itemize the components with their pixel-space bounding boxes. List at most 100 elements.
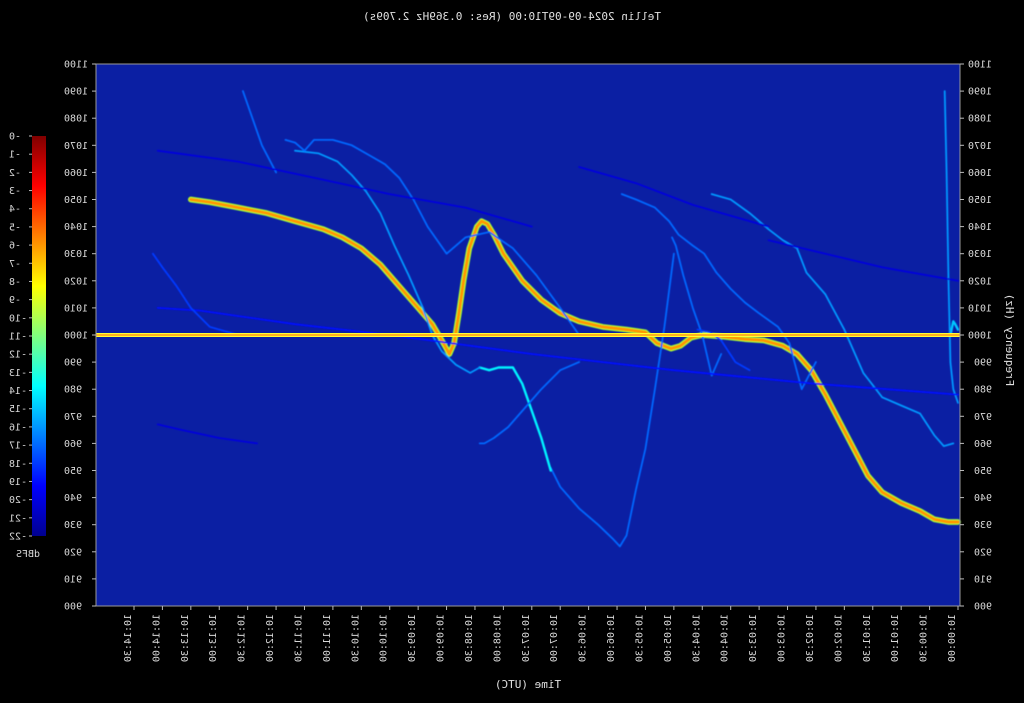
y-tick-label: 970 [64, 412, 82, 423]
y-tick-label: 1000 [968, 331, 992, 342]
signal-trace [671, 236, 723, 377]
signal-trace [156, 149, 533, 228]
x-tick-label: 10:13:30 [180, 614, 191, 662]
x-tick-label: 10:03:30 [748, 614, 759, 662]
colorbar-tick-label: -12 [9, 350, 27, 361]
y-tick-label: 1070 [968, 141, 992, 152]
x-tick-label: 10:01:00 [890, 614, 901, 662]
x-tick-label: 10:07:30 [521, 614, 532, 662]
y-tick-label: 1020 [64, 276, 88, 287]
x-tick-label: 10:05:00 [663, 614, 674, 662]
y-tick-label: 1060 [968, 168, 992, 179]
x-tick-label: 10:01:30 [862, 614, 873, 662]
y-tick-label: 1050 [968, 195, 992, 206]
signal-trace [478, 361, 580, 445]
signal-trace [156, 423, 258, 445]
y-tick-label: 900 [64, 602, 82, 613]
signal-trace [189, 197, 960, 524]
colorbar-tick-label: -19 [9, 477, 27, 488]
x-tick-label: 10:04:30 [691, 614, 702, 662]
y-tick-label: 900 [974, 602, 992, 613]
y-tick-label: 940 [64, 493, 82, 504]
x-tick-label: 10:12:30 [237, 614, 248, 662]
y-tick-label: 960 [974, 439, 992, 450]
y-tick-label: 920 [64, 547, 82, 558]
y-tick-label: 990 [974, 358, 992, 369]
x-tick-label: 10:02:00 [833, 614, 844, 662]
y-tick-label: 960 [64, 439, 82, 450]
y-tick-label: 1030 [968, 249, 992, 260]
y-tick-label: 930 [64, 520, 82, 531]
y-tick-label: 1020 [968, 276, 992, 287]
colorbar-tick-label: -18 [9, 459, 27, 470]
signal-trace [242, 90, 277, 174]
signal-trace [710, 193, 955, 447]
colorbar-tick-label: -4 [9, 204, 21, 215]
colorbar-tick-label: -14 [9, 386, 27, 397]
x-axis-label: Time (UTC) [495, 678, 561, 691]
signal-trace [294, 149, 481, 374]
colorbar-tick-label: -16 [9, 422, 27, 433]
y-tick-label: 970 [974, 412, 992, 423]
y-axis-right: 900 910 920 930 940 950 960 970 980 990 1000 1010 10… [960, 60, 992, 613]
x-tick-label: 10:04:00 [720, 614, 731, 662]
y-tick-label: 1030 [64, 249, 88, 260]
colorbar-tick-label: -15 [9, 404, 27, 415]
signal-trace [696, 328, 751, 372]
colorbar-tick-label: -20 [9, 495, 27, 506]
y-axis-label: Frequency (Hz) [1003, 294, 1016, 387]
y-tick-label: 1100 [968, 60, 992, 71]
y-tick-label: 1010 [968, 303, 992, 314]
y-tick-label: 930 [974, 520, 992, 531]
signal-trace [949, 320, 960, 337]
y-tick-label: 1080 [64, 114, 88, 125]
colorbar-tick-label: -1 [9, 150, 21, 161]
chart-title: Tellin 2024-09-09T10:00 (Res: 0.369Hz 2.… [363, 10, 661, 23]
y-tick-label: 1040 [968, 222, 992, 233]
y-tick-label: 1050 [64, 195, 88, 206]
signal-trace [767, 239, 959, 282]
x-tick-label: 10:12:00 [265, 614, 276, 662]
x-tick-label: 10:02:30 [805, 614, 816, 662]
y-tick-label: 1070 [64, 141, 88, 152]
x-tick-label: 10:07:00 [549, 614, 560, 662]
colorbar-ticks: -22 -21 -20 -19 -18 -17 -16 -15 -14 -13 -12 -11 -10 -… [9, 132, 32, 543]
y-tick-label: 940 [974, 493, 992, 504]
signal-trace [284, 139, 580, 336]
x-tick-label: 10:10:00 [379, 614, 390, 662]
y-tick-label: 1010 [64, 303, 88, 314]
colorbar-tick-label: -11 [9, 332, 27, 343]
colorbar-tick-label: -3 [9, 186, 21, 197]
x-tick-label: 10:00:00 [947, 614, 958, 662]
x-axis: 10:00:00 10:00:30 10:01:00 10:01:30 10:02:00… [123, 606, 959, 662]
signal-trace [156, 307, 959, 396]
x-tick-label: 10:14:30 [123, 614, 134, 662]
x-tick-label: 10:09:00 [436, 614, 447, 662]
x-tick-label: 10:08:00 [492, 614, 503, 662]
signal-trace [943, 90, 959, 404]
colorbar-tick-label: -9 [9, 295, 21, 306]
signal-trace [620, 193, 817, 391]
x-tick-label: 10:11:30 [293, 614, 304, 662]
colorbar-tick-label: -6 [9, 241, 21, 252]
x-tick-label: 10:03:00 [777, 614, 788, 662]
y-tick-label: 1080 [968, 114, 992, 125]
y-tick-label: 950 [64, 466, 82, 477]
colorbar-tick-label: -5 [9, 222, 21, 233]
y-tick-label: 990 [64, 358, 82, 369]
x-tick-label: 10:08:30 [464, 614, 475, 662]
y-tick-label: 950 [974, 466, 992, 477]
x-tick-label: 10:10:30 [350, 614, 361, 662]
x-tick-label: 10:11:00 [322, 614, 333, 662]
y-tick-label: 1100 [64, 60, 88, 71]
colorbar-tick-label: -0 [9, 132, 21, 143]
colorbar-tick-label: -13 [9, 368, 27, 379]
y-tick-label: 1090 [64, 87, 88, 98]
y-tick-label: 1000 [64, 331, 88, 342]
spectrogram-traces [152, 90, 961, 548]
x-tick-label: 10:00:30 [919, 614, 930, 662]
x-tick-label: 10:06:30 [578, 614, 589, 662]
y-tick-label: 1090 [968, 87, 992, 98]
x-tick-label: 10:06:00 [606, 614, 617, 662]
